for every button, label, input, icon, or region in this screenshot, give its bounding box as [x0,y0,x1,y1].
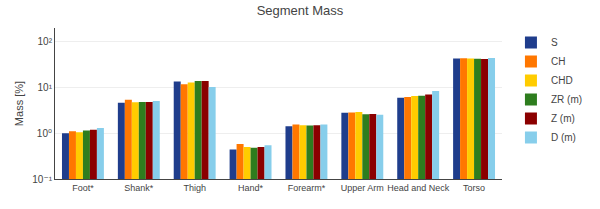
svg-text:10¹: 10¹ [38,82,53,93]
svg-text:D (m): D (m) [551,132,576,143]
svg-text:Torso: Torso [463,183,485,193]
svg-text:CHD: CHD [551,75,573,86]
svg-text:Segment Mass: Segment Mass [257,3,344,18]
svg-text:Head and Neck: Head and Neck [387,183,450,193]
svg-text:10²: 10² [38,36,53,47]
svg-text:10⁻¹: 10⁻¹ [32,174,52,185]
svg-text:Z (m): Z (m) [551,113,575,124]
svg-text:Thigh: Thigh [183,183,206,193]
svg-text:CH: CH [551,56,565,67]
svg-text:Forearm*: Forearm* [288,183,326,193]
svg-text:Upper Arm: Upper Arm [341,183,384,193]
svg-text:Mass [%]: Mass [%] [13,81,25,126]
svg-text:ZR (m): ZR (m) [551,94,582,105]
svg-text:10⁰: 10⁰ [37,128,52,139]
svg-text:Foot*: Foot* [72,183,94,193]
svg-text:Shank*: Shank* [124,183,154,193]
svg-text:S: S [551,37,558,48]
svg-text:Hand*: Hand* [238,183,264,193]
